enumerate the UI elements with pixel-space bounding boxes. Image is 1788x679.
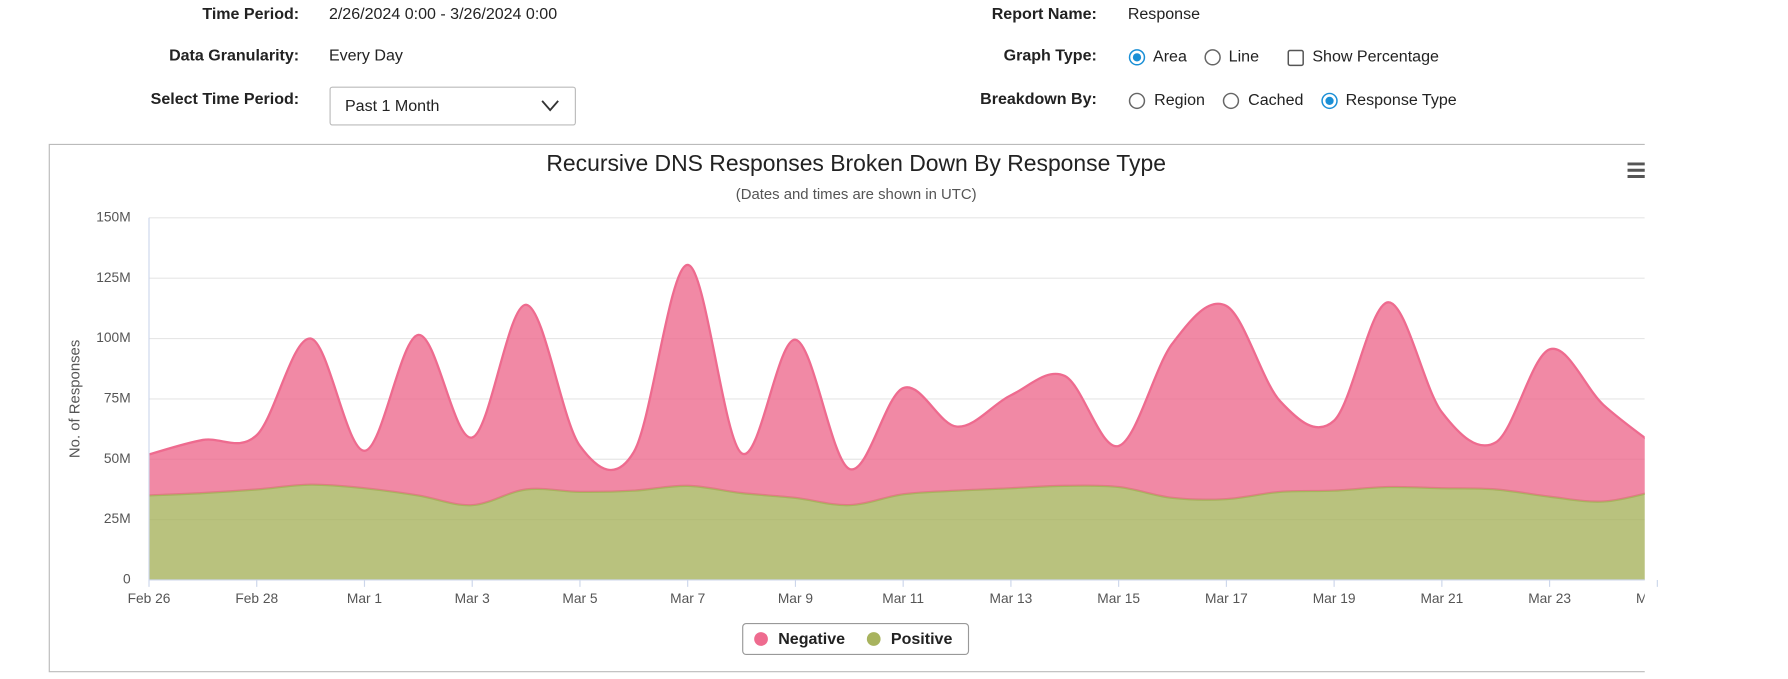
radio-label[interactable]: Cached: [1248, 91, 1303, 109]
controls: Area Line Show Percentage Region Cached Respo…: [1128, 48, 1457, 110]
chart-title: Recursive DNS Responses Broken Down By R…: [546, 150, 1166, 176]
radio[interactable]: Area: [1128, 48, 1187, 66]
x-tick-label: Mar 9: [778, 591, 813, 606]
label: Report Name:: [992, 5, 1097, 23]
radio-label[interactable]: Line: [1229, 48, 1259, 66]
radio-label[interactable]: Response Type: [1346, 91, 1457, 109]
y-axis-title: No. of Responses: [68, 340, 84, 458]
x-tick-label: Feb 28: [235, 591, 278, 606]
x-tick-label: Mar 19: [1313, 591, 1356, 606]
value: 2/26/2024 0:00 - 3/26/2024 0:00: [329, 5, 557, 23]
label: Breakdown By:: [980, 90, 1097, 108]
area: [149, 264, 1645, 506]
radio-ring[interactable]: [1222, 92, 1240, 110]
y-tick-label: 125M: [96, 270, 130, 285]
checkbox[interactable]: Show Percentage: [1287, 48, 1439, 67]
plot: [148, 217, 1645, 581]
radio[interactable]: Response Type: [1321, 91, 1457, 109]
x-tick-label: Mar 11: [882, 591, 924, 606]
label: Time Period:: [202, 5, 299, 23]
x-tick-label: Mar 23: [1528, 591, 1571, 606]
y-tick-label: 100M: [96, 330, 130, 345]
x-tick-label: Mar 3: [455, 591, 491, 606]
menu-lines[interactable]: [1627, 162, 1645, 179]
area-line: [148, 263, 1645, 472]
value: Response: [1128, 5, 1200, 23]
dropdown-value[interactable]: Past 1 Month: [345, 97, 439, 115]
x-tick-label: Mar 17: [1205, 591, 1248, 606]
x-tick-label: Mar 25: [1636, 591, 1679, 606]
radio[interactable]: Line: [1204, 48, 1259, 66]
chevron[interactable]: [541, 100, 559, 112]
x-tick-label: Feb 26: [128, 591, 171, 606]
radio-dot[interactable]: [1132, 53, 1142, 62]
radio-ring[interactable]: [1128, 92, 1146, 110]
y-tick-label: 25M: [104, 511, 131, 526]
label: Graph Type:: [1004, 46, 1097, 64]
legend-label[interactable]: Positive: [891, 630, 953, 648]
x-tick-label: Mar 7: [670, 591, 705, 606]
legend-item[interactable]: Positive: [866, 630, 953, 648]
menu-icon[interactable]: [1627, 162, 1645, 179]
legend-label[interactable]: Negative: [778, 630, 845, 648]
chart-subtitle: (Dates and times are shown in UTC): [736, 187, 977, 203]
checkbox-box[interactable]: [1287, 49, 1304, 67]
legend-box: [742, 622, 970, 656]
radio-label[interactable]: Region: [1154, 91, 1205, 109]
legend-item[interactable]: Negative: [754, 630, 845, 648]
chart-frame: [48, 143, 1645, 673]
y-tick-label: 150M: [96, 209, 130, 224]
y-tick-label: 0: [123, 572, 131, 587]
value: Every Day: [329, 46, 403, 64]
radio-dot[interactable]: [1325, 96, 1334, 106]
checkbox-label[interactable]: Show Percentage: [1312, 48, 1439, 66]
legend-swatch[interactable]: [754, 632, 768, 646]
legend: Negative Positive: [742, 622, 970, 656]
x-tick-label: Mar 13: [990, 591, 1033, 606]
x-tick-label: Mar 15: [1097, 591, 1140, 606]
label: Select Time Period:: [151, 90, 299, 108]
x-tick-labels: Feb 26 Feb 28 Mar 1 Mar 3 Mar 5 Mar 7 Mar 9 Mar…: [128, 591, 1679, 606]
axes: 0 25M 50M 75M 100M 125M 150M Feb 26 Feb 28 Mar 1 M…: [96, 209, 1679, 606]
label: Data Granularity:: [169, 46, 299, 64]
dropdown-box[interactable]: [329, 86, 576, 126]
radio-label[interactable]: Area: [1153, 48, 1187, 66]
area: [149, 484, 1645, 580]
dropdown[interactable]: Past 1 Month: [329, 86, 576, 126]
x-tick-label: Mar 1: [347, 591, 382, 606]
radio-ring[interactable]: [1204, 49, 1221, 66]
y-tick-label: 50M: [104, 451, 131, 466]
x-tick-label: Mar 21: [1420, 591, 1463, 606]
radio[interactable]: Region: [1128, 91, 1205, 110]
legend-swatch[interactable]: [866, 632, 881, 646]
y-tick-label: 75M: [104, 391, 131, 406]
radio[interactable]: Cached: [1222, 91, 1304, 110]
x-tick-label: Mar 5: [562, 591, 598, 606]
